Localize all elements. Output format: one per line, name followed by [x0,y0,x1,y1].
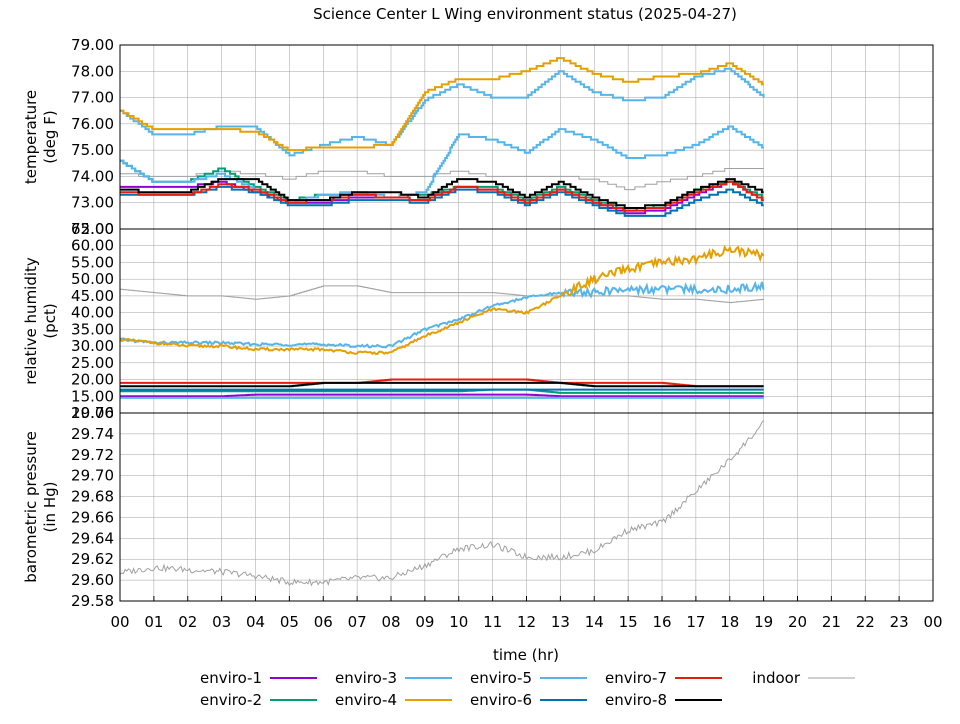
x-tick-label: 00 [110,613,129,631]
x-tick-label: 08 [381,613,400,631]
y-tick-label: 29.76 [71,404,114,422]
x-tick-label: 00 [923,613,942,631]
x-tick-label: 22 [856,613,875,631]
legend-label-enviro-3: enviro-3 [335,669,397,687]
legend-label-enviro-4: enviro-4 [335,691,397,709]
x-tick-label: 15 [619,613,638,631]
series-line-enviro-3 [120,280,765,349]
series-group-panel-1 [120,57,765,217]
x-tick-label: 17 [686,613,705,631]
y-tick-label: 45.00 [71,287,114,305]
y-tick-label: 29.60 [71,571,114,589]
x-tick-label: 09 [415,613,434,631]
x-tick-label: 19 [754,613,773,631]
grid-panel-3 [120,413,933,601]
x-tick-label: 03 [212,613,231,631]
series-group-panel-2 [120,244,765,399]
x-tick-label: 02 [178,613,197,631]
y-tick-label: 77.00 [71,89,114,107]
y-tick-label: 35.00 [71,320,114,338]
series-line-enviro-4 [120,244,765,356]
x-tick-label: 16 [652,613,671,631]
x-tick-label: 04 [246,613,265,631]
panel-3: 29.58 29.60 29.62 29.64 29.66 29.68 29.70 29.72… [22,404,934,610]
y-axis-label: (pct) [41,303,59,338]
series-line-enviro-7 [120,378,764,388]
y-axis-label: (in Hg) [41,482,59,533]
y-tick-label: 10.00 [71,404,114,422]
y-axis-label: temperature [22,90,40,184]
x-tick-label: 06 [314,613,333,631]
y-tick-label: 15.00 [71,387,114,405]
y-tick-label: 20.00 [71,371,114,389]
x-tick-label: 01 [144,613,163,631]
x-axis-label: time (hr) [493,646,559,664]
y-tick-label: 74.00 [71,167,114,185]
y-axis-label: barometric pressure [22,431,40,583]
y-tick-label: 29.62 [71,550,114,568]
x-tick-label: 23 [890,613,909,631]
chart-title: Science Center L Wing environment status… [313,5,737,23]
x-tick-label: 05 [280,613,299,631]
y-tick-label: 60.00 [71,237,114,255]
x-tick-label: 13 [551,613,570,631]
y-tick-label: 65.00 [71,220,114,238]
series-line-enviro-6 [120,185,764,217]
series-line-indoor [120,285,765,304]
x-tick-label: 18 [720,613,739,631]
y-tick-label: 29.64 [71,529,114,547]
x-tick-label: 21 [822,613,841,631]
series-line-enviro-4 [120,57,764,152]
series-group-panel-3 [120,420,764,587]
series-line-enviro-7 [120,180,764,212]
x-tick-label: 14 [585,613,604,631]
y-tick-label: 73.00 [71,194,114,212]
x-tick-label: 20 [788,613,807,631]
series-line-indoor [120,420,764,587]
grid-panel-1 [120,45,933,229]
y-tick-label: 30.00 [71,337,114,355]
series-line-enviro-8 [120,178,764,209]
legend-label-enviro-6: enviro-6 [470,691,532,709]
series-line-enviro-1 [120,393,764,398]
y-tick-label: 29.74 [71,425,114,443]
panels: 72.00 73.00 74.00 75.00 76.00 77.00 78.00 79.00… [22,36,934,610]
y-tick-label: 72.00 [71,220,114,238]
legend-label-enviro-7: enviro-7 [605,669,667,687]
panel-2: 10.0015.0020.0025.0030.0035.0040.0045.00… [22,220,934,422]
series-line-enviro-3 [120,67,765,157]
y-tick-label: 40.00 [71,304,114,322]
y-tick-label: 79.00 [71,36,114,54]
y-tick-label: 29.58 [71,592,114,610]
legend-label-enviro-1: enviro-1 [200,669,262,687]
x-ticks: 00 01 02 03 04 05 06 07 08 09 10 11 12 13 14 15 16 17 18 19… [110,596,943,631]
y-tick-label: 29.66 [71,508,114,526]
y-tick-label: 29.68 [71,488,114,506]
series-line-enviro-2 [120,388,764,394]
y-tick-label: 29.70 [71,467,114,485]
y-tick-label: 25.00 [71,354,114,372]
panel-1: 72.00 73.00 74.00 75.00 76.00 77.00 78.00 79.00… [22,36,934,238]
y-tick-label: 55.00 [71,253,114,271]
legend: enviro-1 enviro-2 enviro-3 enviro-4 enviro-5… [200,669,855,709]
x-tick-label: 12 [517,613,536,631]
y-tick-label: 75.00 [71,141,114,159]
legend-label-enviro-5: enviro-5 [470,669,532,687]
legend-label-enviro-2: enviro-2 [200,691,262,709]
x-tick-label: 07 [348,613,367,631]
y-tick-label: 78.00 [71,62,114,80]
legend-label-indoor: indoor [752,669,801,687]
y-tick-label: 76.00 [71,115,114,133]
x-tick-label: 10 [449,613,468,631]
y-tick-label: 29.72 [71,446,114,464]
y-tick-label: 50.00 [71,270,114,288]
y-axis-label: (deg F) [41,110,59,163]
series-line-enviro-8 [120,381,764,388]
x-tick-label: 11 [483,613,502,631]
y-axis-label: relative humidity [22,257,40,385]
legend-label-enviro-8: enviro-8 [605,691,667,709]
